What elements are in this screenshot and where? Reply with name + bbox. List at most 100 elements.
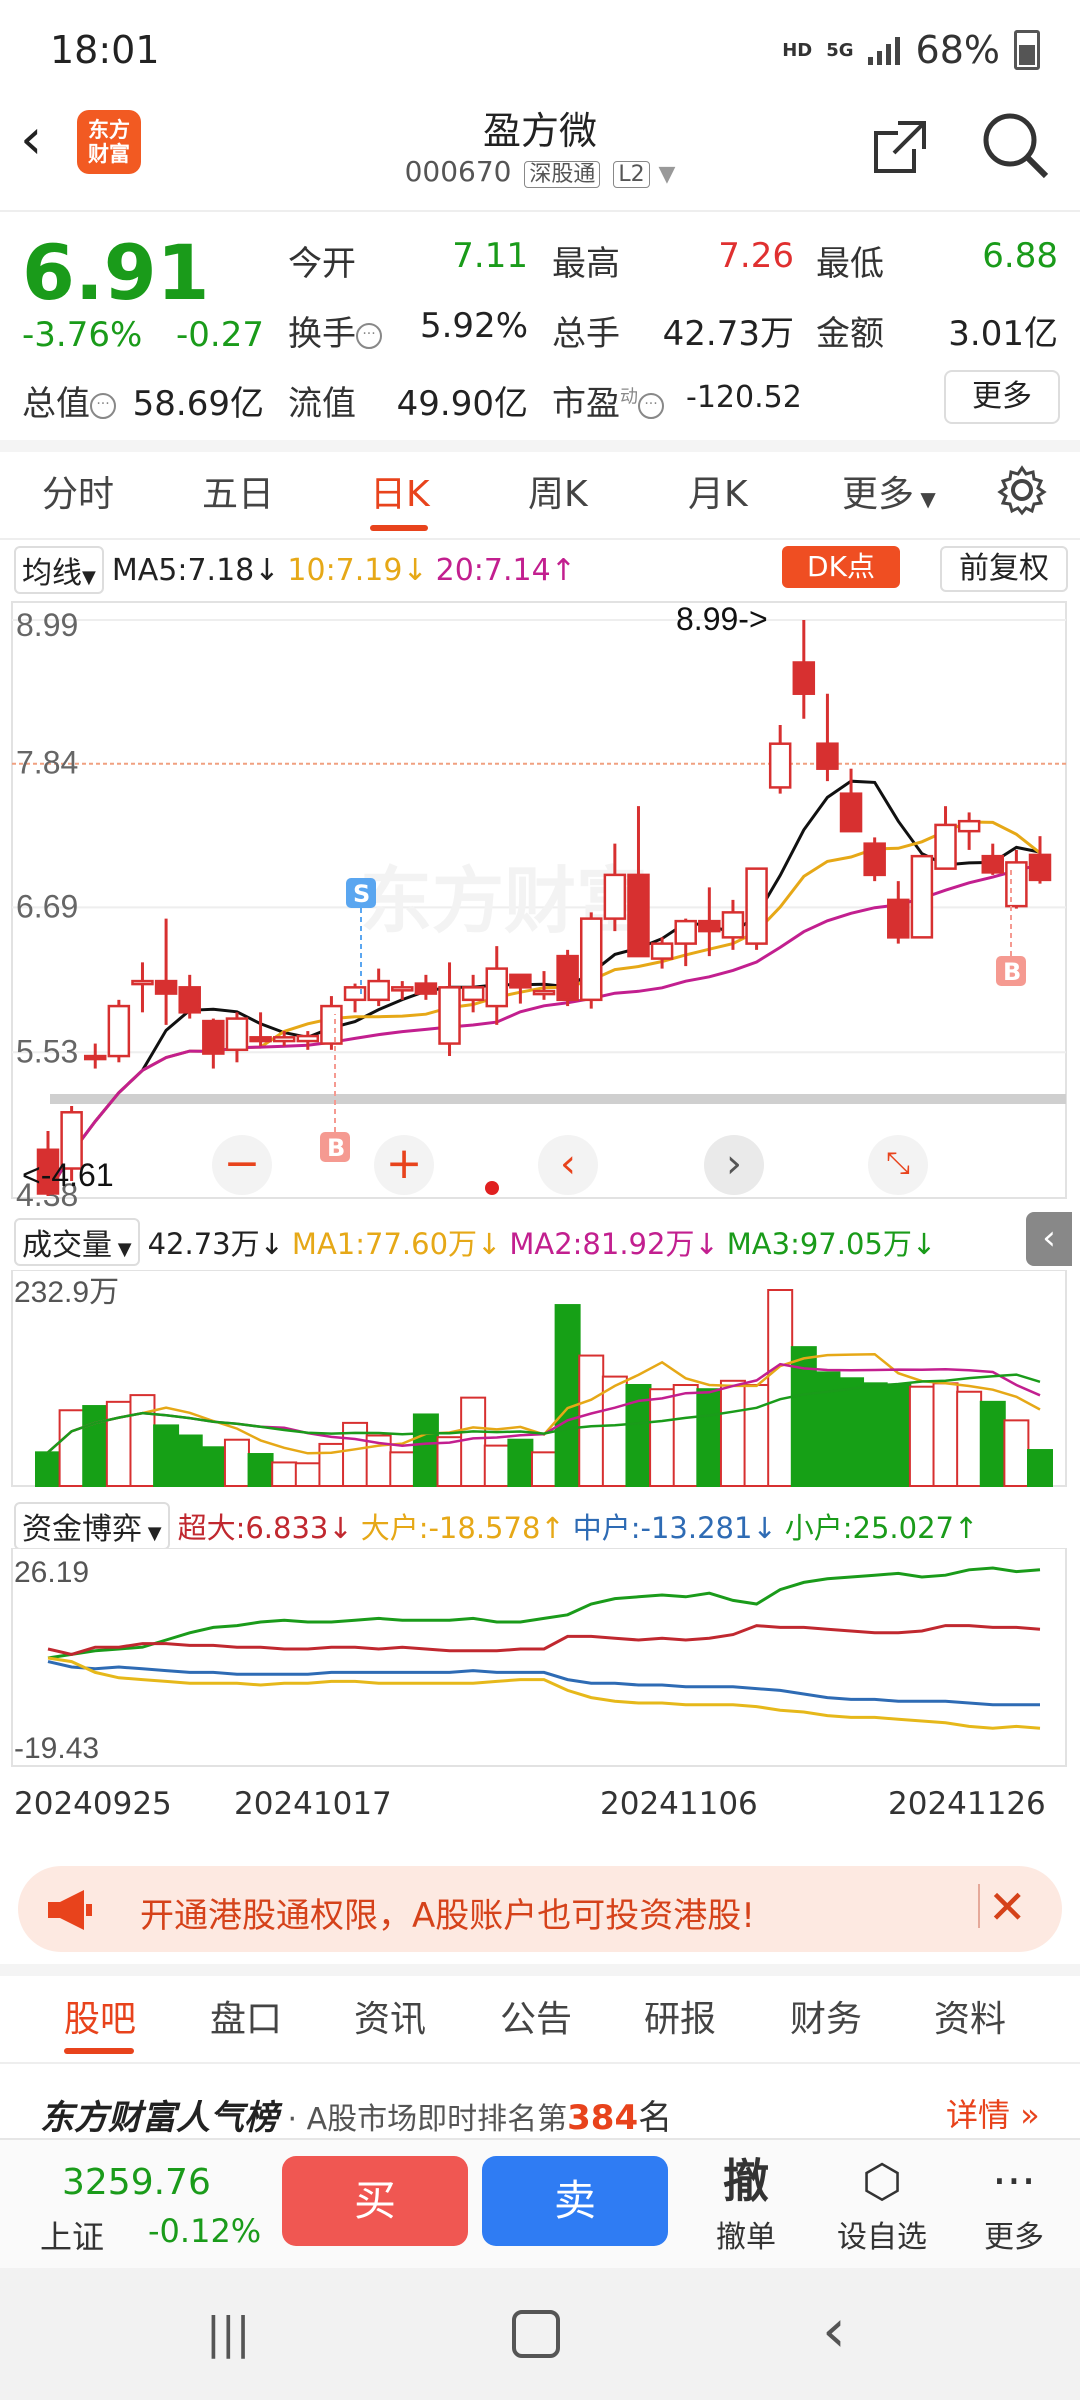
candle-body xyxy=(225,1017,249,1052)
open-value: 7.11 xyxy=(452,236,528,276)
adjust-button[interactable]: 前复权 xyxy=(940,546,1068,592)
settings-gear-icon[interactable] xyxy=(996,464,1048,516)
scroll-left-button[interactable]: ‹ xyxy=(538,1135,598,1195)
index-name: 上证 xyxy=(40,2218,105,2256)
stock-name: 盈方微 xyxy=(482,109,597,153)
app-logo: 东方 财富 xyxy=(77,110,141,174)
candle-body xyxy=(768,742,792,789)
tab-guba[interactable]: 股吧 xyxy=(64,1999,137,2040)
candle-body xyxy=(839,792,863,833)
dk-point-button[interactable]: DK点 xyxy=(782,546,900,588)
low-marker: <-4.61 xyxy=(22,1157,114,1193)
low-value: 6.88 xyxy=(982,236,1058,276)
index-value[interactable]: 3259.76 xyxy=(62,2162,211,2203)
fund-legend: 资金博弈 ▼ 超大:6.833↓ 大户:-18.578↑ 中户:-13.281↓… xyxy=(14,1502,978,1550)
volume-bar xyxy=(507,1438,534,1487)
sell-button[interactable]: 卖 xyxy=(482,2156,668,2246)
volume-bar xyxy=(932,1382,959,1487)
info-icon[interactable]: ··· xyxy=(356,322,382,349)
amount-value: 3.01亿 xyxy=(948,314,1058,354)
fund-select[interactable]: 资金博弈 ▼ xyxy=(14,1502,170,1550)
content-tabs xyxy=(0,1976,1080,2064)
side-panel-toggle[interactable]: ‹ xyxy=(1026,1212,1072,1266)
tab-order-book[interactable]: 盘口 xyxy=(210,1999,283,2040)
candle-body xyxy=(461,986,485,1002)
candle-body xyxy=(957,819,981,833)
tab-research[interactable]: 研报 xyxy=(644,1999,717,2040)
tab-profile[interactable]: 资料 xyxy=(934,1999,1007,2040)
y-axis-label: 7.84 xyxy=(16,745,78,781)
search-icon[interactable] xyxy=(980,110,1050,180)
tab-weekly-k[interactable]: 周K xyxy=(528,474,588,515)
fund-mid: 中户:-13.281↓ xyxy=(572,1511,777,1545)
volume-bar xyxy=(601,1375,628,1487)
stock-code-row: 000670 深股通 L2 ▼ xyxy=(340,155,740,188)
promo-banner[interactable] xyxy=(18,1866,1062,1952)
volume-bar xyxy=(790,1346,817,1487)
high-label: 最高 xyxy=(552,244,620,284)
tab-intraday[interactable]: 分时 xyxy=(42,474,115,515)
pe-label: 市盈动 ··· xyxy=(552,376,664,425)
home-icon[interactable] xyxy=(512,2310,560,2358)
candle-body xyxy=(391,986,414,992)
back-icon[interactable]: ‹ xyxy=(20,107,43,172)
fund-chart: 26.19 -19.43 xyxy=(11,1548,1067,1767)
volume-chart: 232.9万 xyxy=(11,1270,1067,1488)
back-nav-icon[interactable]: ‹ xyxy=(822,2296,846,2366)
fund-flow-line xyxy=(47,1656,1041,1730)
zoom-out-button[interactable]: − xyxy=(212,1135,272,1195)
tab-more[interactable]: 更多 ▼ xyxy=(842,474,936,515)
candle-body xyxy=(1028,853,1052,882)
set-favorite-button[interactable]: ⬡ 设自选 xyxy=(832,2150,932,2256)
volume-bar xyxy=(82,1405,109,1488)
volume-select[interactable]: 成交量 ▼ xyxy=(14,1218,140,1266)
buy-button[interactable]: 买 xyxy=(282,2156,468,2246)
tab-monthly-k[interactable]: 月K xyxy=(688,474,748,515)
candle-body xyxy=(887,898,910,939)
tab-five-day[interactable]: 五日 xyxy=(202,474,275,515)
title-bar xyxy=(0,100,1080,212)
ma-select[interactable]: 均线▼ xyxy=(14,546,104,594)
tab-finance[interactable]: 财务 xyxy=(790,1999,863,2040)
tab-news[interactable]: 资讯 xyxy=(354,1999,427,2040)
close-icon[interactable]: ✕ xyxy=(988,1880,1027,1934)
info-icon[interactable]: ··· xyxy=(90,392,116,419)
vol-ma2: MA2:81.92万↓ xyxy=(509,1227,719,1261)
more-quote-button[interactable]: 更多 xyxy=(944,370,1060,424)
volume-bar xyxy=(460,1396,487,1487)
volume-bar xyxy=(861,1382,888,1487)
share-icon[interactable] xyxy=(868,115,932,179)
zoom-in-button[interactable]: + xyxy=(374,1135,434,1195)
chart-frame xyxy=(11,1548,1067,1767)
horizontal-band xyxy=(50,1094,1066,1104)
volume-bar xyxy=(271,1461,298,1487)
candle-body xyxy=(414,982,438,995)
tab-daily-k[interactable]: 日K xyxy=(370,474,430,515)
candle-body xyxy=(485,967,509,1008)
fund-max-label: 26.19 xyxy=(14,1556,89,1589)
volume-bar xyxy=(1027,1449,1053,1488)
high-marker: 8.99-> xyxy=(676,601,768,637)
more-button[interactable]: ··· 更多 xyxy=(964,2150,1064,2256)
tab-announcements[interactable]: 公告 xyxy=(500,1999,573,2040)
amount-label: 金额 xyxy=(816,314,884,354)
y-axis-label: 5.53 xyxy=(16,1033,78,1069)
market-cap-label: 总值 ··· xyxy=(22,376,116,425)
detail-link[interactable]: 详情 » xyxy=(946,2096,1040,2134)
scroll-right-button[interactable]: › xyxy=(704,1135,764,1195)
active-tab-indicator xyxy=(370,525,428,531)
volume-bar xyxy=(719,1379,746,1487)
volume-bar xyxy=(223,1438,250,1487)
pe-value: -120.52 xyxy=(686,380,802,415)
volume-label: 总手 xyxy=(552,314,620,354)
cancel-order-button[interactable]: 撤撤单 xyxy=(716,2154,776,2255)
volume-bar xyxy=(129,1394,156,1487)
signal-icon xyxy=(867,37,900,65)
info-icon[interactable]: ··· xyxy=(638,392,664,419)
fullscreen-button[interactable]: ⤡ xyxy=(868,1135,928,1195)
recent-apps-icon[interactable]: ||| xyxy=(206,2308,251,2359)
hd-icon: HD xyxy=(782,39,813,61)
buy-signal xyxy=(996,956,1026,986)
dropdown-icon[interactable]: ▼ xyxy=(658,162,676,187)
